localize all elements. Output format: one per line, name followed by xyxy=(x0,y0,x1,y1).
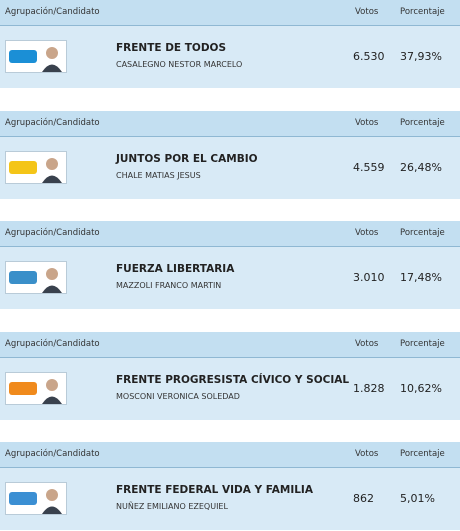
party-logo xyxy=(5,150,67,184)
candidate-body xyxy=(42,285,62,293)
candidate-name: NUÑEZ EMILIANO EZEQUIEL xyxy=(116,502,228,511)
party-name: FRENTE DE TODOS xyxy=(116,42,227,54)
header-votes: Votos xyxy=(355,228,379,238)
header-group: Agrupación/Candidato xyxy=(5,117,100,128)
header-percent: Porcentaje xyxy=(400,228,445,238)
percent: 10,62% xyxy=(400,381,442,395)
result-row: FRENTE DE TODOS CASALEGNO NESTOR MARCELO 6… xyxy=(0,26,460,88)
candidate-name: MAZZOLI FRANCO MARTIN xyxy=(116,281,222,290)
result-block: Agrupación/Candidato Votos Porcentaje JUNTO… xyxy=(0,110,460,199)
candidate-head xyxy=(46,47,58,59)
candidate-name: MOSCONI VERONICA SOLEDAD xyxy=(116,391,240,401)
candidate-body xyxy=(42,175,62,183)
result-block: Agrupación/Candidato Votos Porcentaje FRENT… xyxy=(0,331,460,420)
result-row: FUERZA LIBERTARIA MAZZOLI FRANCO MARTIN 3.… xyxy=(0,247,460,309)
table-header: Agrupación/Candidato Votos Porcentaje xyxy=(0,442,460,468)
result-block: Agrupación/Candidato Votos Porcentaje FUERZ… xyxy=(0,221,460,309)
candidate-body xyxy=(42,64,62,72)
header-votes: Votos xyxy=(355,117,379,128)
party-logo xyxy=(5,261,67,294)
percent: 37,93% xyxy=(400,50,442,63)
party-logo xyxy=(5,40,67,73)
logo-mark xyxy=(9,160,37,174)
table-header: Agrupación/Candidato Votos Porcentaje xyxy=(0,331,460,358)
party-name: FRENTE FEDERAL VIDA Y FAMILIA xyxy=(116,484,313,496)
votes: 4.559 xyxy=(353,160,385,174)
header-percent: Porcentaje xyxy=(400,117,445,128)
candidate-name: CASALEGNO NESTOR MARCELO xyxy=(116,60,243,69)
table-header: Agrupación/Candidato Votos Porcentaje xyxy=(0,110,460,137)
result-row: FRENTE PROGRESISTA CÍVICO Y SOCIAL MOSCON… xyxy=(0,357,460,420)
table-header: Agrupación/Candidato Votos Porcentaje xyxy=(0,0,460,26)
votes: 6.530 xyxy=(353,50,385,63)
logo-mark xyxy=(9,492,37,505)
header-group: Agrupación/Candidato xyxy=(5,228,100,238)
logo-graphic xyxy=(9,47,62,72)
logo-graphic xyxy=(9,268,62,293)
header-group: Agrupación/Candidato xyxy=(5,449,100,459)
table-header: Agrupación/Candidato Votos Porcentaje xyxy=(0,221,460,247)
logo-mark xyxy=(9,271,37,284)
percent: 17,48% xyxy=(400,271,442,284)
header-votes: Votos xyxy=(355,338,379,349)
header-percent: Porcentaje xyxy=(400,449,445,459)
header-percent: Porcentaje xyxy=(400,338,445,349)
logo-graphic xyxy=(9,157,62,183)
votes: 1.828 xyxy=(353,381,385,395)
percent: 5,01% xyxy=(400,492,435,505)
candidate-head xyxy=(46,489,58,501)
candidate-head xyxy=(46,378,58,391)
candidate-body xyxy=(42,506,62,514)
party-logo xyxy=(5,371,67,405)
votes: 862 xyxy=(353,492,374,505)
result-row: JUNTOS POR EL CAMBIO CHALE MATIAS JESUS 4.… xyxy=(0,136,460,199)
logo-graphic xyxy=(9,378,62,404)
header-percent: Porcentaje xyxy=(400,7,445,17)
candidate-head xyxy=(46,268,58,280)
candidate-body xyxy=(42,396,62,404)
candidate-head xyxy=(46,157,58,170)
header-votes: Votos xyxy=(355,449,379,459)
party-logo xyxy=(5,482,67,515)
logo-mark xyxy=(9,50,37,63)
result-block: Agrupación/Candidato Votos Porcentaje FRENT… xyxy=(0,442,460,530)
result-block: Agrupación/Candidato Votos Porcentaje FRENT… xyxy=(0,0,460,88)
header-group: Agrupación/Candidato xyxy=(5,7,100,17)
header-votes: Votos xyxy=(355,7,379,17)
party-name: FUERZA LIBERTARIA xyxy=(116,263,235,275)
result-row: FRENTE FEDERAL VIDA Y FAMILIA NUÑEZ EMILI… xyxy=(0,468,460,530)
logo-mark xyxy=(9,381,37,395)
logo-graphic xyxy=(9,489,62,514)
candidate-name: CHALE MATIAS JESUS xyxy=(116,170,201,180)
party-name: JUNTOS POR EL CAMBIO xyxy=(116,152,258,165)
votes: 3.010 xyxy=(353,271,385,284)
party-name: FRENTE PROGRESISTA CÍVICO Y SOCIAL xyxy=(116,373,350,386)
percent: 26,48% xyxy=(400,160,442,174)
header-group: Agrupación/Candidato xyxy=(5,338,100,349)
